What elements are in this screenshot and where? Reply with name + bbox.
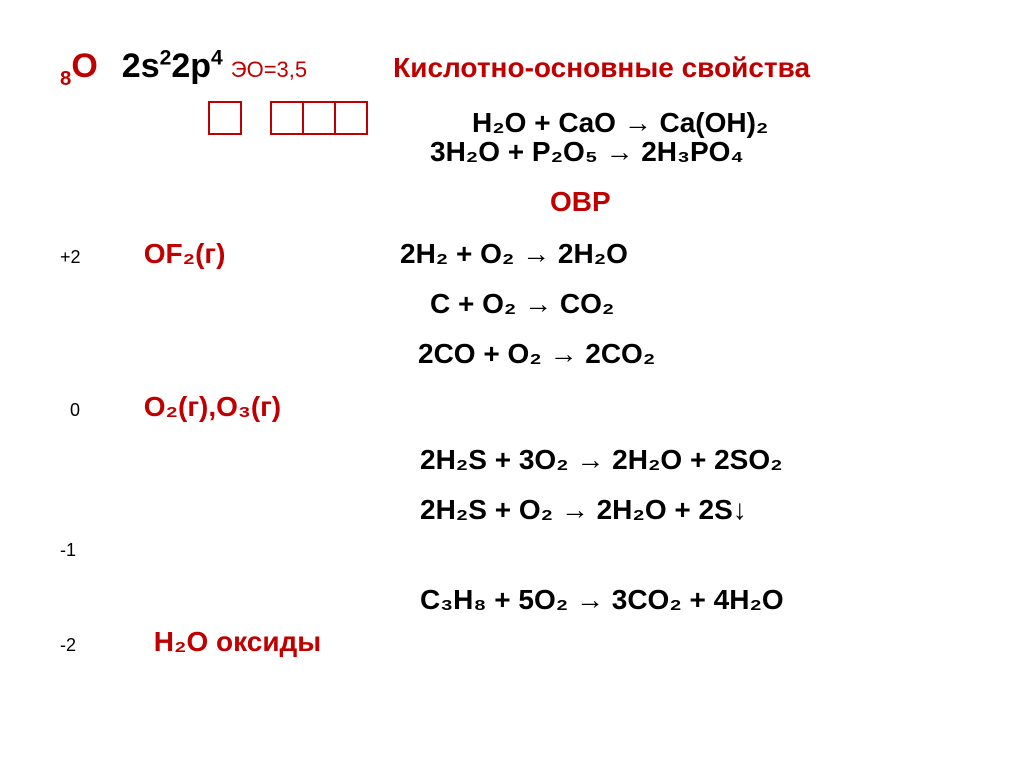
equation-c3h8: C₃H₈ + 5O₂ → 3CO₂ + 4H₂O	[420, 578, 980, 621]
oxidation-plus2-num: +2	[60, 244, 106, 272]
oxidation-minus2-num: -2	[60, 632, 106, 660]
orbital-2s	[208, 101, 240, 135]
section-title-acid-base: Кислотно-основные свойства	[393, 46, 810, 89]
section-title-ovr: ОВР	[550, 180, 990, 223]
element-label: 8О	[60, 40, 98, 95]
orbital-2p	[270, 101, 366, 135]
electron-config: 2s22p4	[122, 40, 223, 93]
equation-h2-o2: 2H₂ + O₂ → 2H₂O	[400, 232, 960, 275]
oxidation-zero-species: О₂(г),О₃(г)	[144, 391, 281, 422]
oxidation-minus1-num: -1	[60, 537, 106, 565]
equation-h2s-o2: 2H₂S + O₂ → 2H₂O + 2S↓	[420, 488, 980, 531]
electronegativity: ЭО=3,5	[231, 53, 307, 87]
equation-p2o5: 3H₂O + P₂O₅ → 2H₃PO₄	[430, 130, 990, 173]
equation-h2s-3o2: 2H₂S + 3O₂ → 2H₂O + 2SO₂	[420, 438, 980, 481]
oxidation-minus2-species: H₂O оксиды	[154, 626, 321, 657]
oxidation-zero-num: 0	[60, 397, 106, 425]
oxidation-plus2-species: OF₂(г)	[144, 238, 226, 269]
equation-co-o2: 2CO + O₂ → 2CO₂	[418, 332, 978, 375]
equation-c-o2: C + O₂ → CO₂	[430, 282, 990, 325]
